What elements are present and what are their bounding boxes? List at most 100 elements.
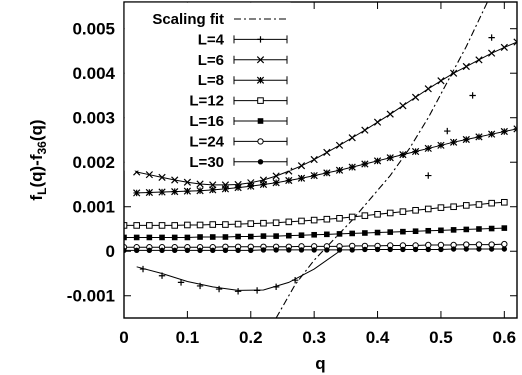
data-point [386,110,394,118]
data-point [209,234,216,240]
data-point [177,279,185,286]
data-point [488,49,496,57]
data-point [272,179,280,187]
data-point [172,247,178,254]
data-point [335,141,344,149]
data-point [476,246,482,252]
legend-item: L=30 [189,154,288,171]
data-point [361,126,369,134]
data-point [463,246,469,252]
data-point [291,276,299,284]
data-point [336,215,343,222]
data-point [247,220,255,227]
legend-marker [256,76,265,84]
data-point [501,246,508,252]
data-point [139,265,147,273]
data-point [362,230,368,236]
legend-label: L=24 [189,133,224,150]
y-axis-label: fL(q)-f36(q) [27,119,49,200]
data-point [133,222,140,229]
data-marks [124,34,517,295]
data-point [171,176,179,184]
data-point [145,188,153,197]
data-point [501,198,508,206]
data-point [437,77,445,85]
data-point [146,234,153,241]
data-point [310,171,318,180]
data-point [412,246,419,253]
data-point [248,247,254,254]
y-tick-label: 0.002 [72,153,115,172]
data-point [285,218,293,226]
data-point [215,285,223,293]
data-point [424,85,432,93]
legend-item: L=16 [189,113,288,130]
data-point [488,130,496,138]
data-point [171,222,179,229]
data-point [513,38,517,46]
series-l-4 [139,34,495,295]
data-point [197,234,203,240]
legend-marker [257,36,264,43]
data-point [399,151,407,159]
data-point [209,186,217,194]
x-tick-label: 0.4 [366,328,390,347]
data-point [235,233,241,240]
data-point [411,147,420,156]
data-point [411,93,420,101]
y-axis-label-part: (q) [27,119,46,141]
y-axis-label-subscript: 36 [35,141,49,155]
data-point [424,144,432,153]
legend: Scaling fit L=4 L=6 L=8 L=12 L=16 L=24 L=30 [124,2,291,171]
data-point [222,234,229,240]
data-point [475,133,483,141]
y-axis-label-subscript: L [35,188,49,195]
data-point [400,228,406,235]
data-point [500,43,508,52]
data-point [196,221,204,229]
series-l-16 [124,225,508,241]
data-point [450,203,457,211]
y-tick-label: 0.004 [72,64,115,83]
data-point [310,216,318,224]
data-point [235,247,241,254]
data-point [323,148,331,157]
data-point [374,210,381,218]
legend-marker [257,97,264,104]
legend-label: L=8 [198,72,224,89]
data-point [336,231,343,237]
plot-frame [123,1,518,319]
data-point [449,138,458,146]
data-point [124,222,128,229]
data-point [272,172,280,180]
data-point [310,155,318,164]
data-point [387,229,394,235]
legend-marker [256,56,265,64]
data-point [286,232,292,239]
legend-marker [257,138,264,145]
data-point [273,233,279,239]
data-point [400,246,406,253]
legend-item: Scaling fit [152,11,287,28]
data-point [234,183,242,192]
data-point [412,206,419,214]
data-point [158,173,166,181]
legend-marker [257,159,264,165]
legend-label: L=30 [189,154,224,171]
data-point [425,172,432,179]
data-point [260,247,267,253]
data-point [362,246,368,253]
data-point [373,157,382,165]
data-point [259,180,268,189]
data-point [374,246,381,253]
data-point [272,283,280,291]
data-point [184,234,191,241]
scaling-fit-curve [275,2,489,318]
data-point [158,222,166,229]
legend-item: L=6 [198,52,288,69]
data-point [171,234,178,241]
x-tick-label: 0.1 [176,328,200,347]
data-point [324,247,330,253]
data-point [222,247,229,254]
legend-label: L=6 [198,52,224,69]
